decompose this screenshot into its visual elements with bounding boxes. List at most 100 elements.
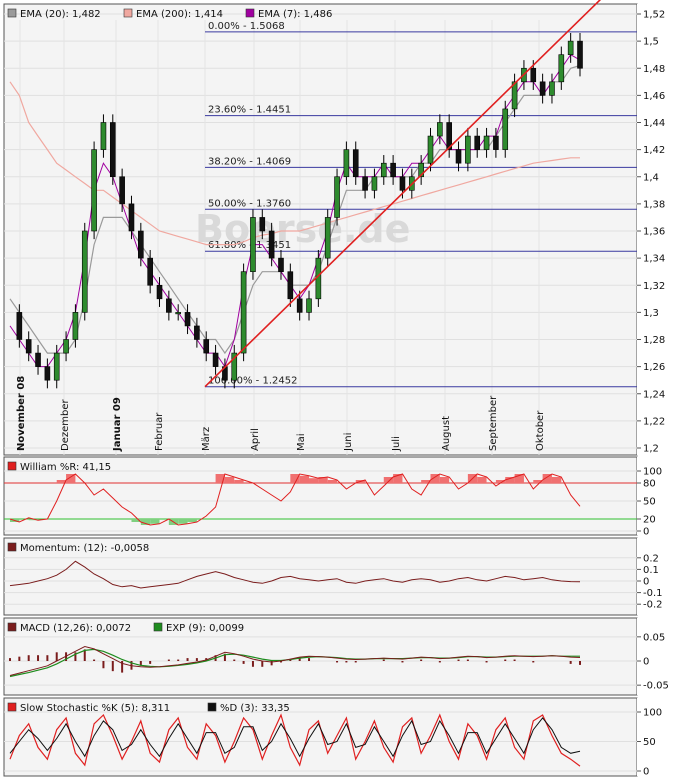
price-candle-body <box>371 176 378 191</box>
william-overbought-fill <box>421 480 431 483</box>
william-oversold-fill <box>140 519 151 525</box>
price-candle-body <box>465 135 471 164</box>
month-label: Februar <box>154 412 165 451</box>
macd-panel-axis-bg <box>637 618 674 695</box>
price-legend-label: EMA (20): 1,482 <box>20 9 101 20</box>
william-y-tick-label: 50 <box>643 497 656 508</box>
price-y-tick-label: 1,3 <box>643 308 659 319</box>
price-candle-body <box>577 40 583 69</box>
william-overbought-fill <box>551 477 562 483</box>
stochastic-d-line <box>9 717 581 758</box>
price-candle-body <box>362 176 368 191</box>
price-candle-body <box>35 352 41 367</box>
fib-level-label: 50.00% - 1.3760 <box>208 198 291 209</box>
price-y-tick-label: 1,46 <box>643 91 665 102</box>
price-y-tick-label: 1,32 <box>643 281 665 292</box>
william-overbought-fill <box>224 477 235 483</box>
price-y-tick-label: 1,24 <box>643 389 665 400</box>
month-label: Juli <box>391 436 402 452</box>
stochastic-legend-swatch <box>7 702 17 712</box>
price-candle-body <box>539 81 546 96</box>
fib-level-label: 100.00% - 1.2452 <box>208 376 297 387</box>
price-candle-body <box>278 257 284 272</box>
month-label: April <box>250 428 261 451</box>
momentum-y-tick-label: 0.2 <box>643 553 659 564</box>
momentum-panel-axis-bg <box>637 538 674 615</box>
price-y-tick-label: 1,34 <box>643 254 665 265</box>
william-overbought-fill <box>66 474 76 483</box>
price-candle-body <box>530 67 537 83</box>
stochastic-y-tick-label: 0 <box>643 767 649 778</box>
month-label: August <box>441 416 452 451</box>
price-candle-body <box>194 325 200 340</box>
price-candle-body <box>250 217 256 272</box>
macd-y-tick-label: 0 <box>643 657 649 668</box>
month-label: März <box>201 427 212 451</box>
william-overbought-fill <box>318 477 328 483</box>
price-candle-body <box>175 312 181 315</box>
william-overbought-fill <box>430 474 440 483</box>
william-overbought-fill <box>299 475 310 483</box>
william-oversold-fill <box>131 519 141 522</box>
price-candle-body <box>147 257 153 286</box>
william-overbought-fill <box>383 477 394 483</box>
price-candle-body <box>91 149 97 232</box>
price-y-tick-label: 1,22 <box>643 416 665 427</box>
price-legend-swatch <box>123 8 133 18</box>
price-candle-body <box>138 230 144 259</box>
price-y-tick-label: 1,5 <box>643 37 659 48</box>
price-candle-body <box>240 271 247 354</box>
stochastic-legend-swatch <box>207 702 217 712</box>
momentum-y-tick-label: 0.1 <box>643 565 659 576</box>
william-oversold-fill <box>28 519 39 521</box>
price-legend-swatch <box>7 8 17 18</box>
william-overbought-fill <box>495 480 506 483</box>
william-y-tick-label: 0 <box>643 527 649 538</box>
william-legend-label: William %R: 41,15 <box>20 462 111 473</box>
macd-legend-label: MACD (12,26): 0,0072 <box>20 623 131 634</box>
william-overbought-fill <box>477 477 487 483</box>
william-y-tick-label: 20 <box>643 515 656 526</box>
price-candle-body <box>268 230 275 259</box>
price-candle-body <box>549 81 555 96</box>
price-candle-body <box>352 149 359 178</box>
macd-legend-label: EXP (9): 0,0099 <box>166 623 244 634</box>
month-label: Juni <box>343 433 354 452</box>
momentum-y-tick-label: -0.2 <box>643 600 663 611</box>
stochastic-panel-frame <box>3 697 638 777</box>
price-candle-body <box>100 122 107 150</box>
price-y-tick-label: 1,26 <box>643 362 665 373</box>
fib-level-label: 0.00% - 1.5068 <box>208 21 285 32</box>
macd-legend-swatch <box>153 622 163 632</box>
price-candle-body <box>390 162 396 178</box>
william-overbought-fill <box>309 478 319 483</box>
price-candle-body <box>44 366 51 381</box>
price-y-tick-label: 1,48 <box>643 64 665 75</box>
william-overbought-fill <box>505 477 515 483</box>
william-oversold-fill <box>150 519 160 524</box>
price-candle-body <box>380 162 387 178</box>
fib-level-label: 38.20% - 1.4069 <box>208 156 291 167</box>
fib-level-label: 61.80% - 1.3451 <box>208 240 291 251</box>
price-candle-body <box>474 135 481 150</box>
price-candle-body <box>109 122 116 178</box>
price-candle-body <box>231 352 238 381</box>
william-overbought-fill <box>234 480 244 483</box>
stochastic-legend-label: %D (3): 33,35 <box>220 703 290 714</box>
william-overbought-fill <box>514 474 524 483</box>
price-candle-body <box>72 312 79 340</box>
price-candle-body <box>343 149 350 178</box>
price-candle-body <box>53 352 60 381</box>
price-candle-body <box>446 122 452 150</box>
price-candle-body <box>502 108 509 150</box>
month-label: September <box>488 395 499 451</box>
ema200-line <box>9 81 580 246</box>
price-candle-body <box>493 135 499 150</box>
william-overbought-fill <box>56 480 67 483</box>
william-oversold-fill <box>178 519 188 524</box>
price-candle-body <box>455 149 462 164</box>
macd-line <box>9 645 581 676</box>
price-candle-body <box>287 271 294 300</box>
